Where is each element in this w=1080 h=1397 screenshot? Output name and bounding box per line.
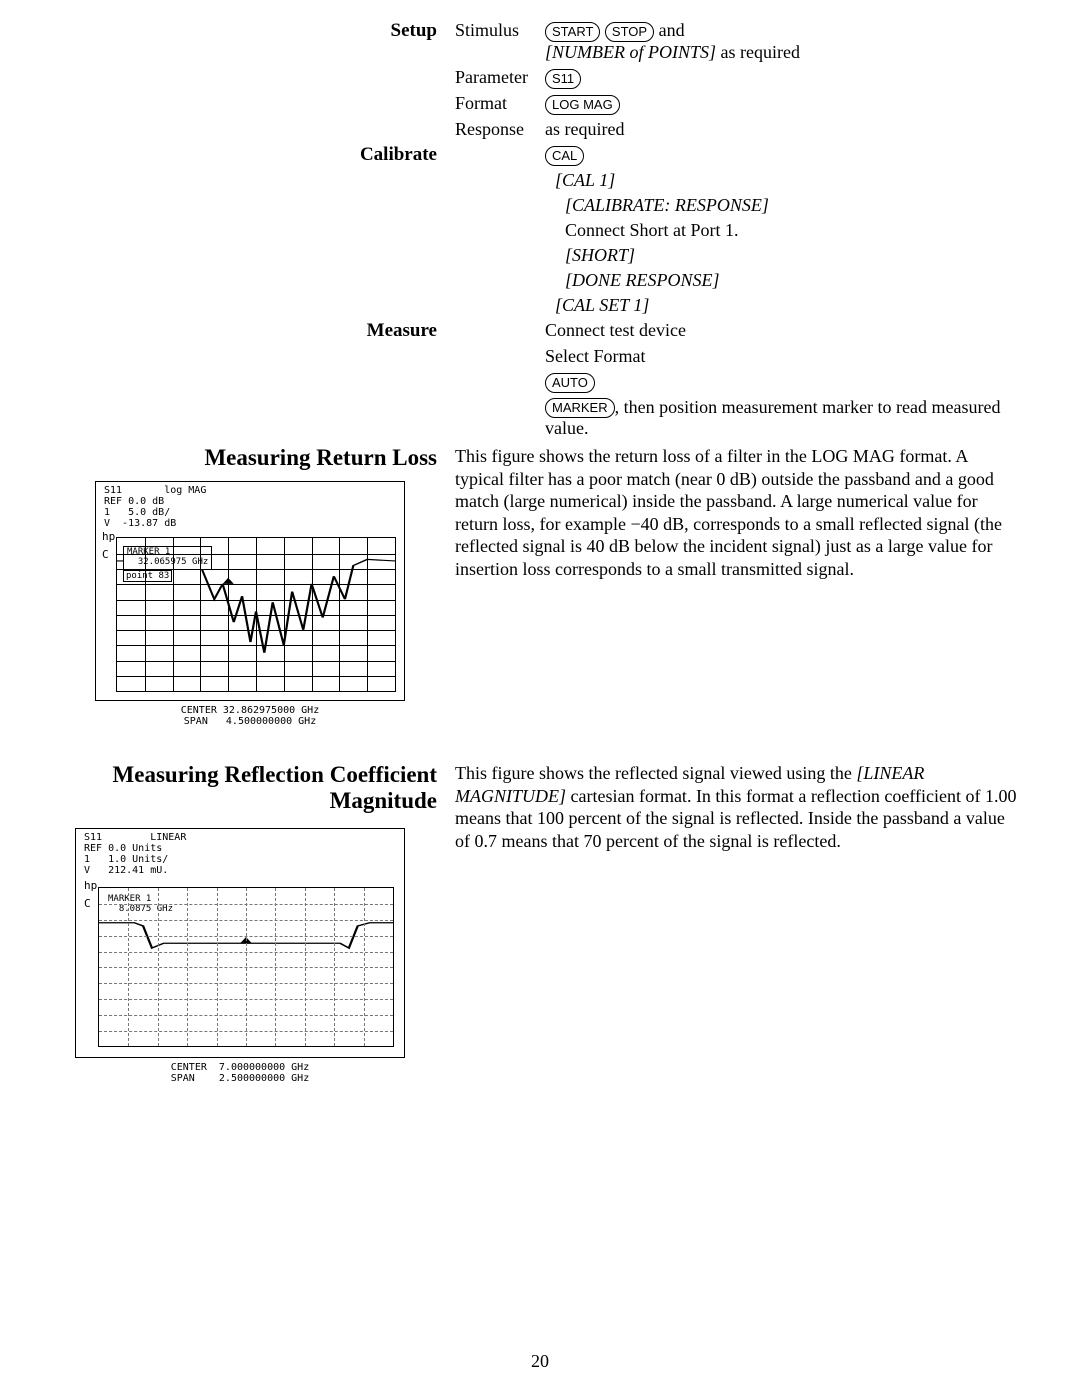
chart-header: S11 log MAG REF 0.0 dB 1 5.0 dB/ V -13.8… (104, 485, 206, 529)
text: and (654, 20, 685, 40)
c-label: C (102, 548, 109, 561)
s11-button[interactable]: S11 (545, 69, 581, 89)
return-loss-body: This figure shows the return loss of a f… (455, 445, 1020, 580)
chart-footer: CENTER 32.862975000 GHz SPAN 4.500000000… (95, 705, 405, 727)
c-label-2: C (84, 897, 91, 910)
stop-button[interactable]: STOP (605, 22, 654, 42)
marker-button[interactable]: MARKER (545, 398, 615, 418)
response-text: as required (545, 119, 1020, 140)
reflection-chart: S11 LINEAR REF 0.0 Units 1 1.0 Units/ V … (75, 828, 405, 1058)
marker-readout: MARKER 1 32.065975 GHz (123, 546, 212, 570)
auto-button[interactable]: AUTO (545, 373, 595, 393)
chart-header-2: S11 LINEAR REF 0.0 Units 1 1.0 Units/ V … (84, 832, 186, 876)
measure-heading: Measure (367, 320, 437, 341)
short-menu: [SHORT] (565, 245, 635, 265)
response-label: Response (455, 119, 545, 140)
hp-label: hp (102, 530, 115, 543)
marker-readout-2: MARKER 1 8.0875 GHz (105, 894, 176, 916)
setup-heading: Setup (391, 20, 437, 41)
point-label: point 83 (123, 570, 172, 582)
calset1-menu: [CAL SET 1] (555, 295, 649, 315)
logmag-button[interactable]: LOG MAG (545, 95, 620, 115)
calibrate-response-menu: [CALIBRATE: RESPONSE] (565, 195, 769, 215)
page-number: 20 (0, 1351, 1080, 1372)
cal1-menu: [CAL 1] (555, 170, 615, 190)
start-button[interactable]: START (545, 22, 600, 42)
connect-device-text: Connect test device (545, 320, 1020, 342)
parameter-label: Parameter (455, 67, 545, 89)
text: as required (716, 42, 800, 62)
reflection-heading: Measuring Reflection Coefficient Magnitu… (60, 762, 437, 814)
return-loss-chart: S11 log MAG REF 0.0 dB 1 5.0 dB/ V -13.8… (95, 481, 405, 701)
connect-short-text: Connect Short at Port 1. (565, 220, 739, 240)
calibrate-heading: Calibrate (360, 144, 437, 165)
done-response-menu: [DONE RESPONSE] (565, 270, 720, 290)
format-label: Format (455, 93, 545, 115)
return-loss-heading: Measuring Return Loss (60, 445, 437, 471)
chart-footer-2: CENTER 7.000000000 GHz SPAN 2.500000000 … (75, 1062, 405, 1084)
select-format-text: Select Format (545, 346, 1020, 367)
linear-magnitude-menu: [LINEAR MAGNITUDE] (455, 763, 924, 806)
cal-button[interactable]: CAL (545, 146, 584, 166)
number-of-points-menu: [NUMBER of POINTS] (545, 42, 716, 62)
hp-label-2: hp (84, 879, 97, 892)
stimulus-label: Stimulus (455, 20, 545, 63)
reflection-body: This figure shows the reflected signal v… (455, 762, 1020, 852)
